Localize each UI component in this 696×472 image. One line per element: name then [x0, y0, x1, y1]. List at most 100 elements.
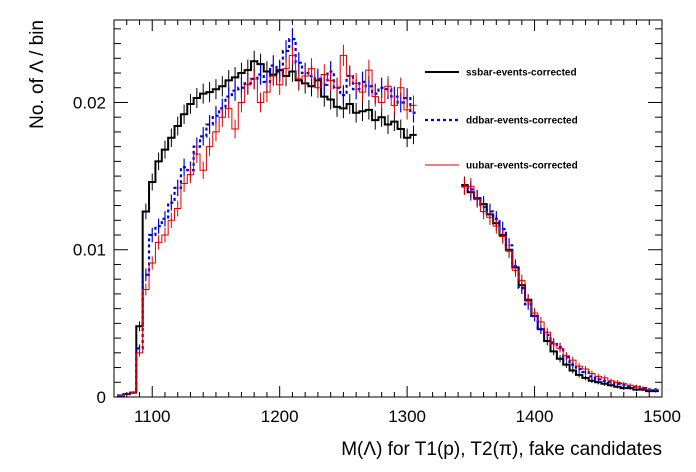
bin-point	[623, 383, 625, 385]
bin-point	[164, 218, 166, 220]
bin-point	[584, 377, 587, 379]
y-tick-label: 0.01	[73, 241, 106, 260]
bin-point	[482, 210, 485, 213]
bin-point	[610, 384, 612, 386]
bin-point	[145, 288, 147, 291]
legend-item: ddbar-events-corrected	[425, 116, 578, 127]
legend-item: ssbar-events-corrected	[425, 68, 577, 79]
bin-point	[145, 274, 147, 276]
bin-point	[336, 106, 338, 108]
bin-point	[170, 137, 172, 139]
bin-point	[604, 380, 606, 382]
bin-point	[196, 97, 198, 99]
bin-point	[208, 146, 211, 148]
bin-point	[400, 101, 402, 104]
bin-point	[565, 355, 568, 357]
bin-point	[253, 78, 255, 80]
bin-point	[330, 79, 332, 81]
bin-point	[572, 359, 574, 361]
bin-point	[132, 391, 134, 394]
bin-point	[527, 300, 529, 302]
bin-point	[546, 340, 548, 342]
bin-point	[361, 91, 364, 93]
bin-point	[521, 287, 523, 289]
bin-point	[240, 87, 243, 89]
bin-point	[158, 241, 160, 243]
bin-point	[202, 93, 204, 95]
bin-point	[623, 387, 625, 389]
bin-point	[559, 358, 561, 360]
bin-point	[145, 210, 147, 213]
bin-point	[183, 182, 185, 185]
legend: ssbar-events-corrected ddbar-events-corre…	[425, 68, 578, 172]
bin-point	[374, 119, 376, 121]
series-line	[117, 38, 417, 397]
bin-point	[616, 381, 618, 383]
bin-point	[495, 225, 497, 227]
bin-point	[381, 116, 383, 118]
bin-point	[151, 262, 153, 264]
bin-point	[412, 134, 415, 136]
bin-point	[387, 123, 389, 126]
bin-point	[259, 101, 262, 104]
bin-point	[604, 377, 606, 379]
bin-point	[183, 113, 185, 115]
bin-point	[374, 95, 376, 98]
bin-point	[317, 87, 319, 89]
bin-point	[616, 386, 618, 388]
bin-point	[234, 90, 236, 92]
bin-point	[138, 325, 141, 327]
bin-point	[393, 104, 395, 107]
bin-point	[635, 386, 638, 388]
bin-point	[349, 75, 351, 77]
bin-point	[565, 364, 568, 366]
bin-point	[591, 380, 593, 382]
bin-point	[559, 347, 561, 350]
bin-point	[400, 128, 402, 130]
bin-point	[221, 116, 223, 118]
bin-point	[208, 123, 211, 126]
bin-point	[381, 87, 383, 89]
bin-point	[342, 54, 344, 56]
series-layer	[117, 28, 659, 397]
bin-point	[597, 381, 599, 383]
bin-point	[355, 112, 357, 114]
bin-point	[629, 384, 631, 386]
bin-point	[177, 125, 179, 127]
bin-point	[151, 234, 153, 236]
bin-point	[502, 235, 504, 238]
bin-point	[412, 104, 415, 107]
bin-point	[177, 187, 179, 189]
bin-point	[553, 343, 555, 345]
bin-point	[177, 207, 179, 210]
bin-point	[228, 95, 230, 98]
bin-point	[578, 365, 580, 367]
y-tick-labels: 0 0.01 0.02	[73, 93, 106, 407]
bin-point	[247, 84, 249, 86]
bin-point	[648, 389, 650, 391]
bin-point	[610, 380, 612, 382]
plot-frame	[113, 19, 663, 398]
bin-point	[604, 383, 606, 385]
bin-point	[584, 368, 587, 370]
bin-point	[189, 174, 192, 176]
x-tick-labels: 1100 1200 1300 1400 1500	[134, 407, 681, 426]
bin-point	[189, 103, 192, 105]
bin-point	[342, 94, 344, 96]
bin-point	[489, 216, 491, 218]
bin-point	[330, 98, 332, 101]
x-tick-label: 1200	[261, 407, 299, 426]
bin-point	[406, 109, 408, 111]
bin-point	[298, 78, 300, 80]
bin-point	[253, 60, 255, 62]
bin-point	[597, 378, 599, 380]
bin-point	[215, 131, 217, 133]
legend-item: uubar-events-corrected	[425, 161, 578, 172]
x-tick-label: 1100	[134, 407, 171, 426]
bin-point	[540, 321, 542, 323]
bin-point	[400, 87, 402, 89]
bin-point	[202, 135, 204, 137]
bin-point	[310, 67, 313, 70]
bin-point	[387, 85, 389, 87]
